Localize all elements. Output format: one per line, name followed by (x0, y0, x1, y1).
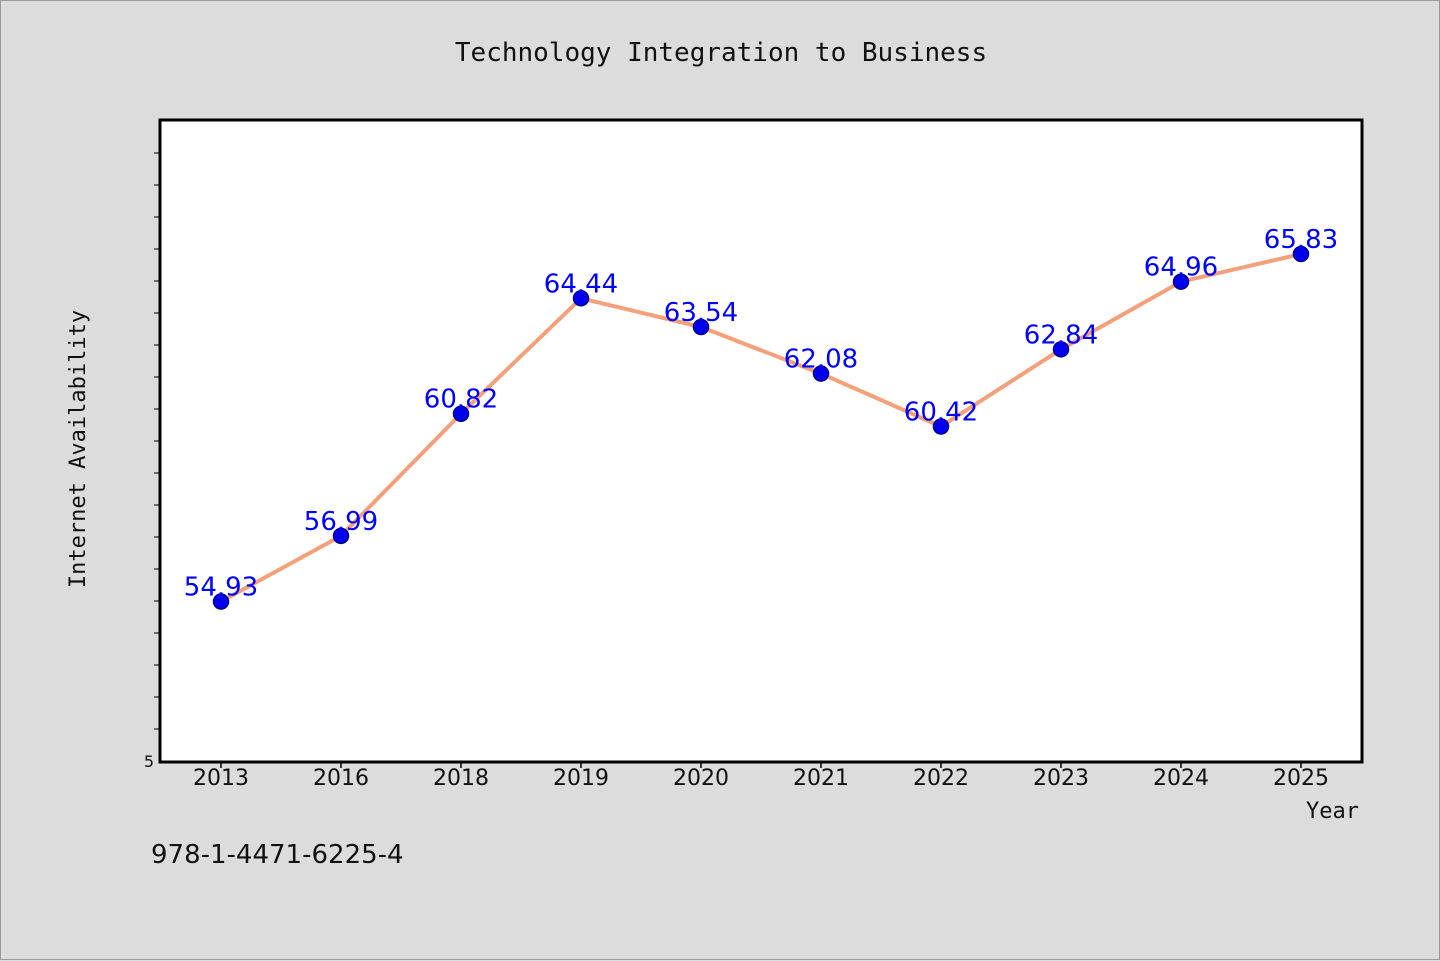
series-line-group (220, 252, 1302, 604)
x-axis-ticks (220, 761, 1302, 768)
data-label: 64.96 (1144, 253, 1218, 283)
data-label: 63.54 (664, 298, 738, 328)
data-point (812, 365, 830, 382)
x-tick-label: 2021 (793, 766, 849, 791)
y-axis-ticks (154, 152, 161, 730)
x-tick-label: 2020 (673, 766, 729, 791)
data-labels: 54.93 56.99 60.82 64.44 63.54 62.08 60.42 62.84… (184, 225, 1338, 603)
data-label: 54.93 (184, 573, 258, 603)
data-point (692, 318, 710, 336)
x-tick-label: 2025 (1273, 766, 1329, 791)
data-label: 64.44 (544, 269, 618, 299)
data-point (332, 527, 350, 545)
data-points (212, 245, 1310, 610)
x-tick-label: 2016 (313, 766, 369, 791)
data-point (452, 405, 470, 422)
x-tick-label: 2022 (913, 766, 969, 791)
data-label: 62.84 (1024, 320, 1098, 350)
data-point (212, 593, 230, 610)
isbn-text: 978-1-4471-6225-4 (151, 840, 404, 870)
plot-area (158, 118, 1364, 764)
y-tick-label: 5 (144, 752, 154, 771)
data-point (1052, 341, 1070, 358)
data-label: 60.42 (904, 397, 978, 427)
series-line (220, 252, 1302, 604)
x-tick-label: 2019 (553, 766, 609, 791)
data-label: 60.82 (424, 385, 498, 415)
data-point (1172, 273, 1190, 290)
x-tick-label: 2023 (1033, 766, 1089, 791)
chart-title: Technology Integration to Business (455, 38, 987, 68)
data-point (572, 290, 590, 307)
data-label: 56.99 (304, 507, 378, 537)
x-tick-label: 2018 (433, 766, 489, 791)
x-tick-label: 2024 (1153, 766, 1209, 791)
x-tick-label: 2013 (193, 766, 249, 791)
x-axis-label: Year (1306, 799, 1359, 824)
data-label: 62.08 (784, 345, 858, 375)
y-axis-tick-labels: 5 (144, 752, 154, 771)
data-label: 65.83 (1264, 225, 1338, 255)
x-axis-tick-labels: 2013 2016 2018 2019 2020 2021 2022 2023 2024 2025 (193, 766, 1329, 791)
data-point (1292, 245, 1310, 263)
data-point (932, 418, 950, 435)
y-axis-label: Internet Availability (66, 310, 91, 588)
